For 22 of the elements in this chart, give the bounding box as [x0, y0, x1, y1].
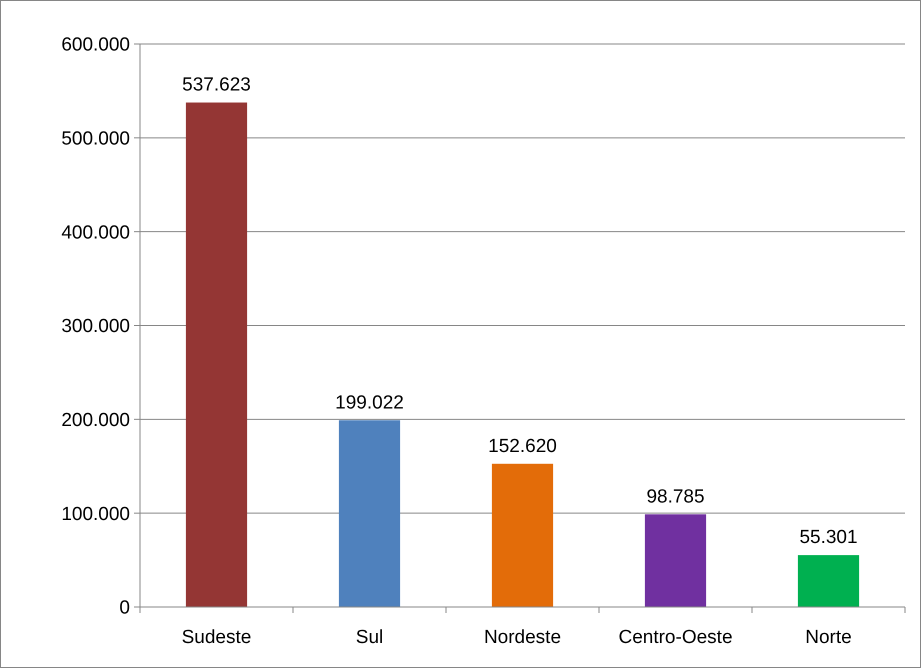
y-tick-label: 200.000 — [61, 410, 130, 431]
x-tick-label: Sudeste — [182, 627, 252, 648]
bar — [644, 514, 706, 607]
x-tick-label: Centro-Oeste — [618, 627, 733, 648]
y-tick-label: 100.000 — [61, 504, 130, 525]
y-tick-label: 400.000 — [61, 222, 130, 244]
x-tick-label: Norte — [805, 627, 852, 648]
bar — [492, 464, 554, 607]
y-tick-label: 300.000 — [61, 316, 130, 338]
data-label: 98.785 — [646, 486, 705, 508]
data-label: 537.623 — [182, 74, 251, 96]
y-tick-label: 500.000 — [61, 128, 130, 150]
data-label: 199.022 — [335, 392, 404, 414]
data-label: 152.620 — [488, 436, 557, 457]
bar — [338, 420, 400, 607]
x-tick-label: Nordeste — [484, 627, 562, 648]
x-tick-label: Sul — [356, 627, 384, 648]
y-tick-label: 600.000 — [61, 34, 130, 56]
y-tick-label: 0 — [119, 598, 130, 619]
bar — [798, 555, 860, 607]
data-label: 55.301 — [799, 527, 858, 548]
bar — [186, 102, 248, 607]
